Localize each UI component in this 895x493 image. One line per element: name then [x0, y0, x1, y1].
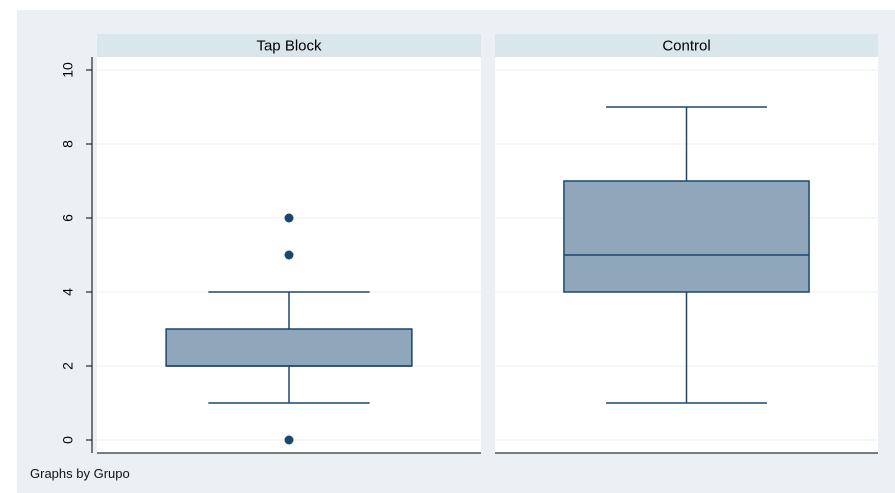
panel-title: Tap Block	[256, 38, 322, 55]
figure-top-margin	[0, 0, 895, 10]
outlier-point	[284, 250, 294, 260]
y-tick-label: 0	[60, 436, 76, 444]
panel-1: Tap Block	[97, 34, 481, 454]
y-tick-label: 6	[60, 214, 76, 222]
y-axis: 0 2 4 6 8 10	[60, 57, 93, 453]
figure-left-margin	[0, 0, 17, 493]
by-variable-note: Graphs by Grupo	[30, 466, 130, 481]
y-tick-label: 2	[60, 362, 76, 370]
iqr-box	[165, 328, 413, 367]
panel-title-strip	[495, 34, 878, 57]
panels-layer: Tap Block Control	[97, 34, 878, 454]
y-tick-label: 10	[60, 62, 76, 78]
outlier-point	[284, 213, 294, 223]
panel-2: Control	[495, 34, 878, 454]
y-tick-label: 4	[60, 288, 76, 296]
panel-title: Control	[662, 38, 710, 55]
iqr-box	[563, 180, 810, 293]
y-tick-label: 8	[60, 140, 76, 148]
panel-title-strip	[97, 34, 481, 57]
outlier-point	[284, 435, 294, 445]
